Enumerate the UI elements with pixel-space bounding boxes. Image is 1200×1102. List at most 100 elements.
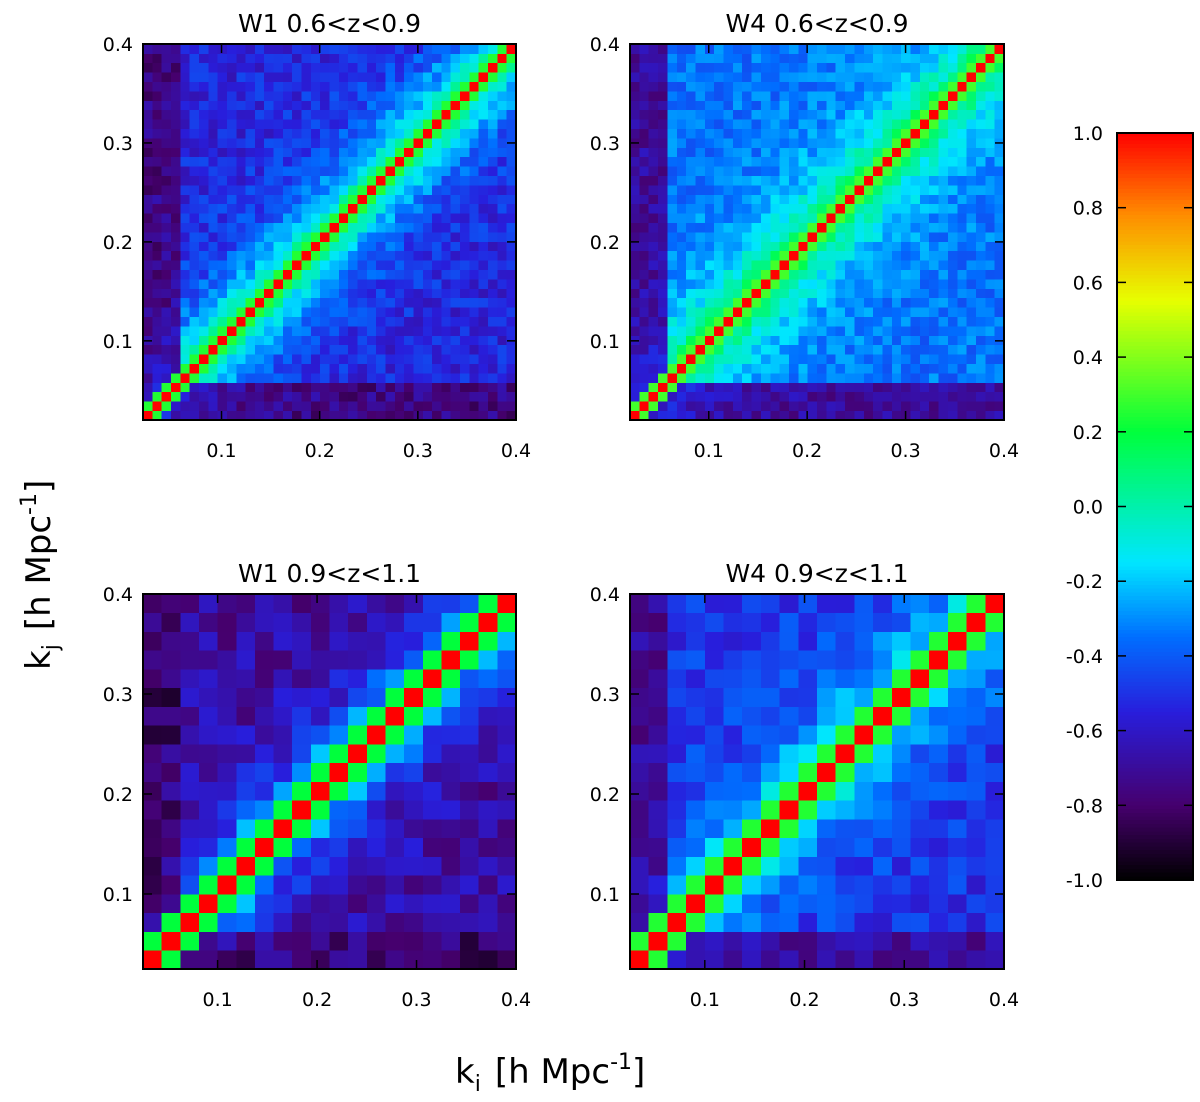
heatmap-cell: [310, 706, 330, 726]
heatmap-cell: [770, 401, 780, 411]
heatmap-cell: [264, 269, 274, 280]
heatmap-cell: [348, 875, 368, 895]
heatmap-cell: [376, 166, 386, 176]
heatmap-cell: [376, 326, 386, 336]
heatmap-cell: [863, 156, 874, 167]
heatmap-cell: [198, 335, 209, 346]
y-tick-label: 0.3: [590, 684, 620, 706]
heatmap-cell: [985, 612, 1005, 632]
heatmap-cell: [170, 203, 181, 214]
heatmap-cell: [985, 91, 996, 101]
heatmap-cell: [404, 819, 424, 839]
heatmap-cell: [450, 316, 461, 327]
heatmap-cell: [236, 344, 246, 355]
heatmap-cell: [357, 175, 368, 186]
heatmap-cell: [966, 175, 977, 186]
heatmap-cell: [779, 650, 799, 670]
heatmap-cell: [835, 316, 846, 327]
heatmap-cell: [357, 53, 368, 64]
heatmap-cell: [704, 931, 724, 951]
heatmap-cell: [648, 373, 659, 383]
heatmap-cell: [947, 931, 967, 951]
heatmap-cell: [497, 260, 508, 270]
heatmap-cell: [863, 288, 874, 299]
heatmap-cell: [273, 401, 284, 411]
heatmap-cell: [254, 706, 274, 726]
heatmap-cell: [497, 912, 517, 932]
heatmap-cell: [404, 631, 424, 651]
heatmap-cell: [957, 203, 967, 214]
heatmap-cell: [714, 279, 724, 289]
heatmap-cell: [704, 203, 715, 214]
heatmap-cell: [723, 297, 734, 308]
heatmap-cell: [630, 119, 640, 129]
heatmap-cell: [938, 62, 949, 73]
heatmap-cell: [760, 762, 780, 782]
heatmap-cell: [366, 931, 386, 951]
heatmap-cell: [966, 931, 986, 951]
heatmap-cell: [723, 119, 734, 129]
heatmap-cell: [460, 297, 470, 308]
heatmap-cell: [957, 241, 967, 252]
heatmap-cell: [985, 410, 996, 421]
heatmap-cell: [460, 669, 480, 689]
heatmap-cell: [320, 260, 330, 270]
heatmap-cell: [760, 194, 771, 205]
heatmap-cell: [957, 232, 967, 242]
heatmap-cell: [366, 250, 377, 261]
heatmap-cell: [882, 91, 893, 101]
heatmap-cell: [282, 269, 293, 280]
heatmap-cell: [826, 138, 837, 148]
heatmap-cell: [658, 156, 668, 167]
heatmap-cell: [497, 166, 508, 176]
heatmap-cell: [910, 53, 921, 64]
heatmap-cell: [704, 744, 724, 764]
heatmap-cell: [348, 744, 368, 764]
heatmap-cell: [938, 156, 949, 167]
heatmap-cell: [732, 44, 743, 54]
heatmap-cell: [770, 241, 780, 252]
heatmap-cell: [985, 650, 1005, 670]
heatmap-cell: [450, 166, 461, 176]
heatmap-cell: [301, 288, 312, 299]
heatmap-cell: [648, 128, 659, 139]
heatmap-cell: [376, 260, 386, 270]
heatmap-cell: [966, 62, 977, 73]
heatmap-cell: [282, 53, 293, 64]
heatmap-cell: [873, 687, 893, 707]
heatmap-cell: [264, 316, 274, 327]
heatmap-cell: [686, 687, 706, 707]
heatmap-cell: [245, 213, 256, 223]
heatmap-cell: [310, 91, 321, 101]
heatmap-cell: [366, 316, 377, 327]
heatmap-cell: [760, 166, 771, 176]
heatmap-cell: [854, 194, 865, 205]
heatmap-cell: [732, 391, 743, 402]
heatmap-cell: [292, 373, 302, 383]
heatmap-cell: [217, 147, 228, 158]
heatmap-cell: [143, 912, 163, 932]
colorbar-step: [1117, 196, 1193, 201]
heatmap-cell: [947, 612, 967, 632]
heatmap-cell: [432, 109, 442, 120]
heatmap-cell: [873, 166, 883, 176]
heatmap-cell: [985, 100, 996, 111]
heatmap-cell: [478, 819, 498, 839]
heatmap-cell: [506, 382, 517, 393]
heatmap-cell: [947, 344, 958, 355]
heatmap-cell: [152, 119, 163, 129]
heatmap-cell: [798, 109, 809, 120]
heatmap-cell: [910, 91, 921, 101]
heatmap-cell: [404, 288, 414, 299]
heatmap-cell: [460, 119, 470, 129]
heatmap-cell: [760, 373, 771, 383]
heatmap-cell: [497, 335, 508, 346]
heatmap-cell: [506, 232, 517, 242]
heatmap-cell: [947, 279, 958, 289]
colorbar-step: [1117, 316, 1193, 321]
heatmap-cell: [667, 875, 687, 895]
heatmap-cell: [779, 279, 790, 289]
heatmap-cell: [760, 781, 780, 801]
heatmap-cell: [236, 819, 256, 839]
heatmap-cell: [732, 250, 743, 261]
